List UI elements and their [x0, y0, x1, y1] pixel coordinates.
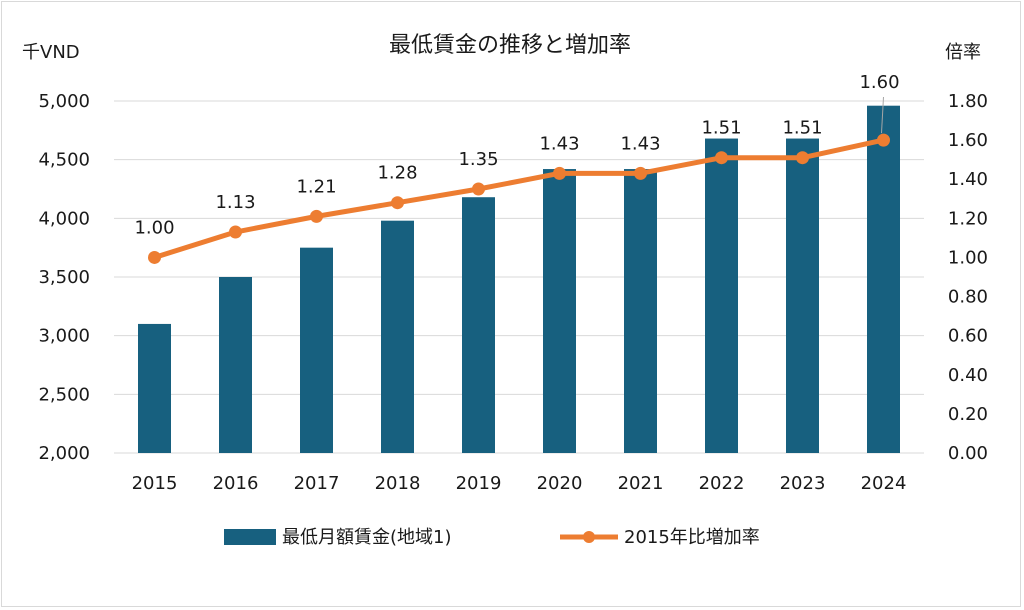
x-tick-label: 2016 [213, 473, 259, 494]
legend-label-line: 2015年比増加率 [624, 527, 760, 548]
bar [300, 247, 333, 453]
y-right-tick-label: 0.60 [948, 326, 988, 347]
y-right-ticks: 0.00 0.20 0.40 0.60 0.80 1.00 1.20 1.40 1.60 1.80 [948, 91, 988, 464]
bar [381, 220, 414, 453]
data-label: 1.60 [859, 72, 899, 93]
data-label: 1.51 [782, 118, 822, 139]
line-series: 1.00 1.13 1.21 1.28 1.35 1.43 1.43 1.51 1.51 1.60 [134, 72, 900, 264]
bar-series [138, 105, 900, 454]
bar [219, 277, 252, 453]
y-left-tick-label: 4,000 [38, 208, 90, 229]
bar [624, 169, 657, 453]
legend-swatch-marker [583, 531, 595, 543]
data-label: 1.13 [215, 192, 255, 213]
x-tick-label: 2021 [618, 473, 664, 494]
data-label: 1.21 [296, 176, 336, 197]
line-marker [877, 133, 890, 147]
data-label: 1.28 [377, 163, 417, 184]
bar [867, 105, 900, 454]
data-label: 1.51 [701, 118, 741, 139]
y-left-tick-label: 2,500 [38, 384, 90, 405]
y-right-tick-label: 1.00 [948, 247, 988, 268]
y-right-tick-label: 0.80 [948, 287, 988, 308]
bar [462, 197, 495, 453]
y-left-tick-label: 3,500 [38, 267, 90, 288]
x-tick-label: 2024 [861, 473, 907, 494]
x-tick-label: 2018 [375, 473, 421, 494]
bar [705, 138, 738, 453]
y-right-tick-label: 1.40 [948, 169, 988, 190]
y-left-tick-label: 2,000 [38, 443, 90, 464]
line-marker [148, 250, 161, 264]
data-label: 1.35 [458, 149, 498, 170]
bar [786, 138, 819, 453]
x-tick-label: 2023 [780, 473, 826, 494]
x-tick-label: 2015 [132, 473, 178, 494]
line-marker [391, 196, 404, 210]
y-left-tick-label: 3,000 [38, 326, 90, 347]
legend-label-bar: 最低月額賃金(地域1) [282, 527, 452, 548]
y-right-tick-label: 1.20 [948, 208, 988, 229]
line-marker [715, 151, 728, 165]
x-tick-label: 2020 [537, 473, 583, 494]
legend: 最低月額賃金(地域1) 2015年比増加率 [224, 527, 760, 548]
data-label: 1.43 [539, 133, 579, 154]
series-line [153, 137, 885, 260]
y-right-unit: 倍率 [945, 42, 981, 63]
chart-title: 最低賃金の推移と増加率 [389, 33, 631, 58]
line-marker [310, 209, 323, 223]
y-left-unit: 千VND [22, 42, 80, 63]
data-label: 1.00 [134, 217, 174, 238]
line-marker [472, 182, 485, 196]
y-right-tick-label: 0.20 [948, 404, 988, 425]
y-right-tick-label: 1.60 [948, 130, 988, 151]
x-tick-label: 2019 [456, 473, 502, 494]
line-marker [634, 166, 647, 180]
y-right-tick-label: 0.00 [948, 443, 988, 464]
y-right-tick-label: 1.80 [948, 91, 988, 112]
y-left-ticks: 2,000 2,500 3,000 3,500 4,000 4,500 5,000 [38, 91, 90, 464]
legend-swatch-bar [224, 529, 276, 545]
y-left-tick-label: 4,500 [38, 150, 90, 171]
line-marker [229, 225, 242, 239]
line-marker [796, 151, 809, 165]
y-right-tick-label: 0.40 [948, 365, 988, 386]
x-axis-labels: 2015 2016 2017 2018 2019 2020 2021 2022 2023 2024 [132, 473, 907, 494]
x-tick-label: 2017 [294, 473, 340, 494]
data-label-leader [881, 96, 884, 134]
y-left-tick-label: 5,000 [38, 91, 90, 112]
data-label: 1.43 [620, 133, 660, 154]
line-marker [553, 166, 566, 180]
x-tick-label: 2022 [699, 473, 745, 494]
bar [138, 323, 171, 453]
bar [543, 169, 576, 453]
